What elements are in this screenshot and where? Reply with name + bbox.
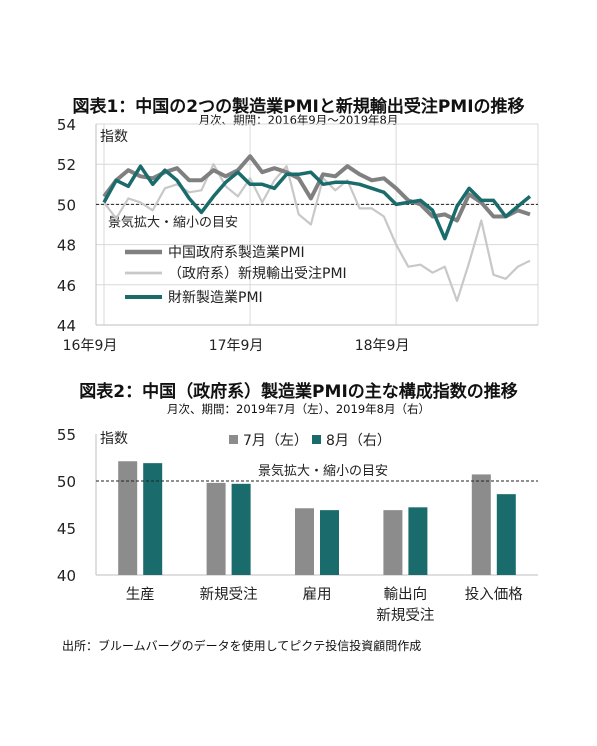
chart2-bar	[471, 474, 491, 575]
chart1-y-axis-label: 指数	[100, 129, 128, 145]
chart1-x-tick-label: 18年9月	[355, 338, 410, 354]
chart1-series-line	[102, 154, 531, 223]
chart1-legend-label: 中国政府系製造業PMI	[168, 245, 305, 261]
chart2-category-label: 新規受注	[376, 607, 434, 624]
chart1-reference-label: 景気拡大・縮小の目安	[108, 214, 238, 230]
chart2-bar	[143, 463, 163, 575]
chart2-y-tick-label: 50	[57, 473, 76, 491]
chart2-bar	[383, 510, 403, 575]
chart2-y-tick-label: 45	[57, 520, 76, 538]
chart2-bar	[496, 494, 516, 575]
chart2-legend-swatch	[312, 435, 321, 444]
chart2-y-axis-label: 指数	[100, 431, 128, 447]
chart1-y-tick-label: 48	[57, 237, 76, 255]
chart1-y-tick-label: 44	[57, 317, 76, 335]
chart2-category-label: 輸出向	[384, 586, 428, 603]
source-note: 出所：ブルームバーグのデータを使用してピクテ投信投資顧問作成	[62, 639, 422, 653]
chart2-subtitle: 月次、期間：2019年7月（左）、2019年8月（右）	[167, 402, 430, 416]
chart2-title: 図表2：中国（政府系）製造業PMIの主な構成指数の推移	[79, 382, 518, 402]
chart2-category-label: 投入価格	[465, 586, 523, 603]
chart1-y-tick-label: 54	[57, 116, 76, 134]
chart2-bar	[206, 482, 226, 575]
chart2-bar	[408, 507, 428, 575]
chart2-legend-label: 8月（右）	[326, 433, 391, 449]
chart1-x-tick-label: 17年9月	[209, 338, 264, 354]
chart2-bar	[231, 483, 251, 575]
chart2-y-tick-label: 40	[57, 567, 76, 585]
chart1-x-tick-label: 16年9月	[63, 338, 118, 354]
chart1-legend-label: （政府系）新規輸出受注PMI	[168, 266, 347, 282]
chart2-category-label: 雇用	[303, 586, 332, 603]
chart2-legend-swatch	[229, 435, 238, 444]
chart1-legend-label: 財新製造業PMI	[168, 290, 263, 306]
chart1-series-line	[103, 163, 531, 302]
chart1-y-tick-label: 50	[57, 196, 76, 214]
chart2-reference-label: 景気拡大・縮小の目安	[258, 463, 388, 479]
chart2-category-label: 生産	[126, 586, 155, 603]
chart2-bar	[295, 508, 314, 575]
chart2-category-label: 新規受注	[200, 586, 258, 603]
chart1-series-line	[102, 164, 532, 241]
chart1-y-tick-label: 52	[57, 156, 76, 174]
chart1-y-tick-label: 46	[57, 277, 76, 295]
chart2-bar	[320, 510, 339, 575]
chart1-line-chart: 44 46 48 50 52 54 16年9月 17年9月 18年9月 指数景気拡大・縮小の目安中…	[57, 116, 539, 354]
chart1-title: 図表1：中国の2つの製造業PMIと新規輸出受注PMIの推移	[72, 97, 525, 117]
chart2-y-tick-label: 55	[57, 426, 76, 444]
chart2-legend-label: 7月（左）	[243, 433, 308, 449]
chart2-bar	[118, 461, 138, 575]
